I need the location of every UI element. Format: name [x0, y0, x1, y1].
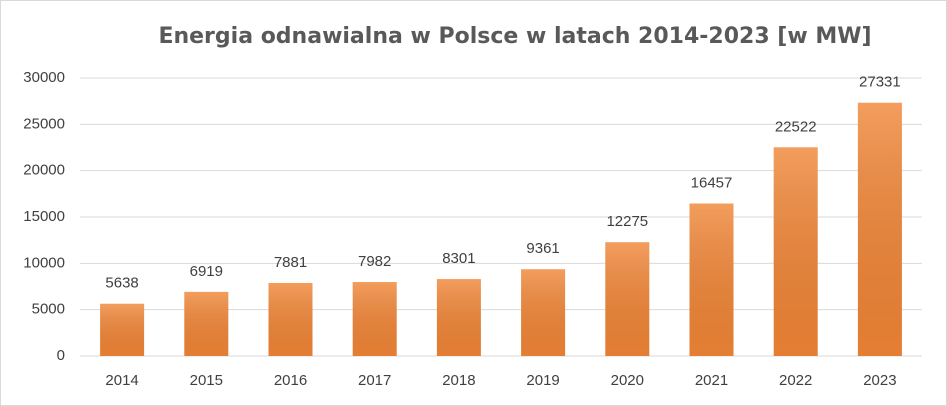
- y-tick-label: 5000: [32, 301, 65, 318]
- bar-shade: [352, 282, 397, 356]
- x-tick-label: 2015: [190, 372, 223, 389]
- x-tick-label: 2016: [274, 372, 307, 389]
- chart-title: Energia odnawialna w Polsce w latach 201…: [158, 24, 871, 49]
- data-label: 6919: [190, 263, 223, 280]
- bar-shade: [689, 203, 734, 356]
- x-tick-label: 2017: [358, 372, 391, 389]
- data-label: 22522: [775, 118, 817, 135]
- x-tick-label: 2020: [611, 372, 644, 389]
- data-label: 27331: [859, 74, 901, 91]
- y-tick-label: 0: [57, 347, 65, 364]
- data-label: 7881: [274, 254, 307, 271]
- x-tick-label: 2014: [105, 372, 138, 389]
- x-tick-label: 2022: [779, 372, 812, 389]
- x-tick-label: 2019: [526, 372, 559, 389]
- data-label: 9361: [526, 240, 559, 257]
- bar-shade: [521, 269, 566, 356]
- y-tick-label: 30000: [23, 69, 65, 86]
- bar-shade: [268, 282, 313, 356]
- y-tick-label: 20000: [23, 162, 65, 179]
- bar-shade: [100, 303, 145, 356]
- data-label: 8301: [442, 250, 475, 267]
- bar-shade: [436, 279, 481, 356]
- y-tick-label: 10000: [23, 254, 65, 271]
- x-tick-label: 2018: [442, 372, 475, 389]
- y-tick-label: 25000: [23, 115, 65, 132]
- bar-shade: [605, 242, 650, 356]
- data-label: 16457: [691, 174, 733, 191]
- bar-shade: [773, 147, 818, 356]
- data-label: 5638: [105, 275, 138, 292]
- data-label: 12275: [606, 213, 648, 230]
- x-tick-label: 2021: [695, 372, 728, 389]
- bar-shade: [184, 291, 229, 356]
- y-tick-label: 15000: [23, 208, 65, 225]
- x-tick-label: 2023: [863, 372, 896, 389]
- bar-shade: [857, 102, 902, 357]
- data-label: 7982: [358, 253, 391, 270]
